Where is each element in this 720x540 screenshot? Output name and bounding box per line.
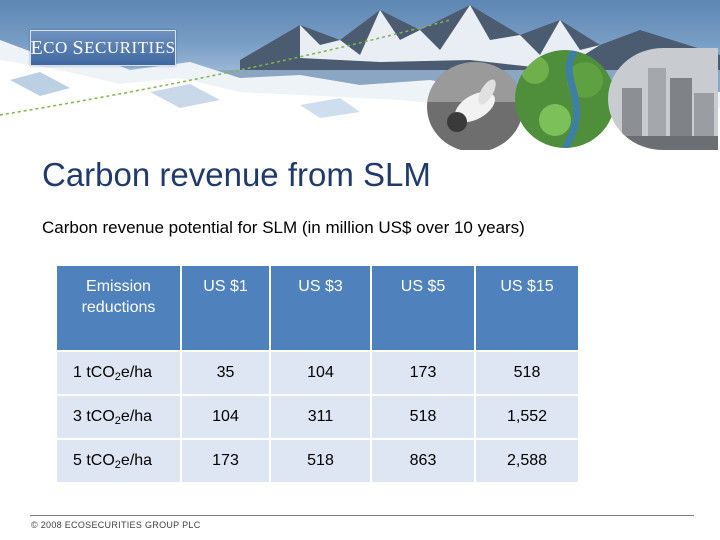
river-forest-photo-icon bbox=[515, 50, 615, 148]
carbon-revenue-table: Emission reductions US $1 US $3 US $5 US… bbox=[57, 266, 580, 484]
table-cell: 173 bbox=[371, 351, 476, 396]
table-cell: 518 bbox=[475, 351, 580, 396]
header-price-col: US $3 bbox=[270, 266, 372, 352]
table-cell: 173 bbox=[181, 439, 271, 484]
table-cell: 1,552 bbox=[475, 395, 580, 440]
slide-title: Carbon revenue from SLM bbox=[42, 156, 431, 193]
table-row: 1 tCO2e/ha 35 104 173 518 bbox=[57, 351, 580, 396]
table-cell: 518 bbox=[270, 439, 372, 484]
table-header-row: Emission reductions US $1 US $3 US $5 US… bbox=[57, 266, 580, 352]
table-row: 5 tCO2e/ha 173 518 863 2,588 bbox=[57, 439, 580, 484]
header-price-col: US $1 bbox=[181, 266, 271, 352]
slide-subtitle: Carbon revenue potential for SLM (in mil… bbox=[42, 218, 525, 237]
table-cell: 863 bbox=[371, 439, 476, 484]
row-label: 3 tCO2e/ha bbox=[57, 395, 182, 440]
table-cell: 2,588 bbox=[475, 439, 580, 484]
table-cell: 104 bbox=[270, 351, 372, 396]
glacier-banner-image: E CO S ECURITIES bbox=[0, 0, 720, 150]
footer-divider bbox=[30, 515, 694, 516]
factory-photo-icon bbox=[608, 48, 718, 150]
table-cell: 35 bbox=[181, 351, 271, 396]
ecosecurities-logo: E CO S ECURITIES bbox=[30, 30, 176, 66]
table-cell: 104 bbox=[181, 395, 271, 440]
header-price-col: US $15 bbox=[475, 266, 580, 352]
row-label: 5 tCO2e/ha bbox=[57, 439, 182, 484]
table-cell: 518 bbox=[371, 395, 476, 440]
row-label: 1 tCO2e/ha bbox=[57, 351, 182, 396]
dove-photo-icon bbox=[427, 62, 523, 150]
footer-copyright: © 2008 ECOSECURITIES GROUP PLC bbox=[31, 520, 201, 530]
header-price-col: US $5 bbox=[371, 266, 476, 352]
table-row: 3 tCO2e/ha 104 311 518 1,552 bbox=[57, 395, 580, 440]
table-cell: 311 bbox=[270, 395, 372, 440]
header-emission-reductions: Emission reductions bbox=[57, 266, 182, 352]
